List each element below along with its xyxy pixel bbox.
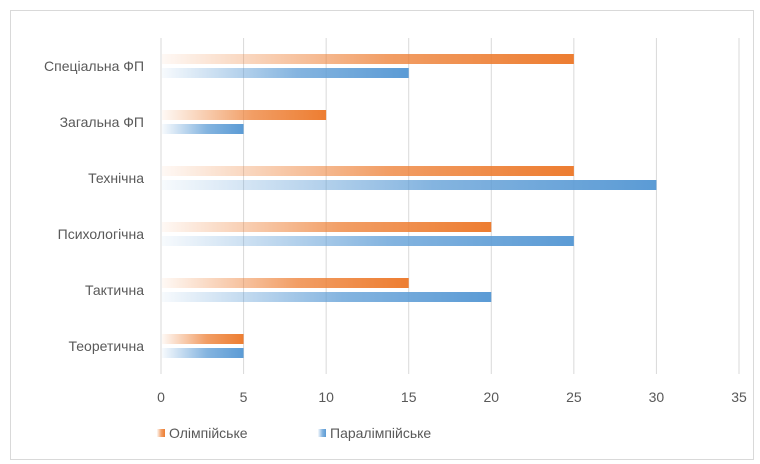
category-label: Спеціальна ФП <box>44 58 144 74</box>
bar-olympic <box>162 334 244 344</box>
bar-paralympic <box>162 292 492 302</box>
bar-olympic <box>162 110 327 120</box>
category-label: Технічна <box>88 170 144 186</box>
x-tick-label: 15 <box>401 389 417 405</box>
x-tick-labels: 0 5 10 15 20 25 30 35 <box>157 389 747 405</box>
bar-chart: 0 5 10 15 20 25 30 35 Спеціальна ФП Загальна ФП Т… <box>44 38 747 441</box>
category-label: Загальна ФП <box>60 114 144 130</box>
bar-paralympic <box>162 236 574 246</box>
gridlines <box>160 38 740 374</box>
bar-olympic <box>162 278 409 288</box>
legend-swatch <box>318 429 326 437</box>
category-label: Тактична <box>85 282 144 298</box>
bars <box>162 54 657 358</box>
x-tick-label: 25 <box>566 389 582 405</box>
legend-label: Олімпійське <box>169 425 248 441</box>
x-tick-label: 35 <box>731 389 747 405</box>
bar-olympic <box>162 222 492 232</box>
bar-olympic <box>162 54 574 64</box>
category-label: Психологічна <box>58 226 145 242</box>
x-tick-label: 0 <box>157 389 165 405</box>
category-label: Теоретична <box>69 338 145 354</box>
x-tick-label: 20 <box>483 389 499 405</box>
bar-paralympic <box>162 180 657 190</box>
bar-olympic <box>162 166 574 176</box>
chart-frame: 0 5 10 15 20 25 30 35 Спеціальна ФП Загальна ФП Т… <box>10 10 754 460</box>
legend-label: Паралімпійське <box>330 425 431 441</box>
bar-paralympic <box>162 348 244 358</box>
category-labels: Спеціальна ФП Загальна ФП Технічна Психолог… <box>44 58 144 354</box>
bar-paralympic <box>162 68 409 78</box>
legend: Олімпійське Паралімпійське <box>157 425 431 441</box>
legend-swatch <box>157 429 165 437</box>
x-tick-label: 30 <box>649 389 665 405</box>
x-tick-label: 5 <box>240 389 248 405</box>
bar-paralympic <box>162 124 244 134</box>
x-tick-label: 10 <box>318 389 334 405</box>
